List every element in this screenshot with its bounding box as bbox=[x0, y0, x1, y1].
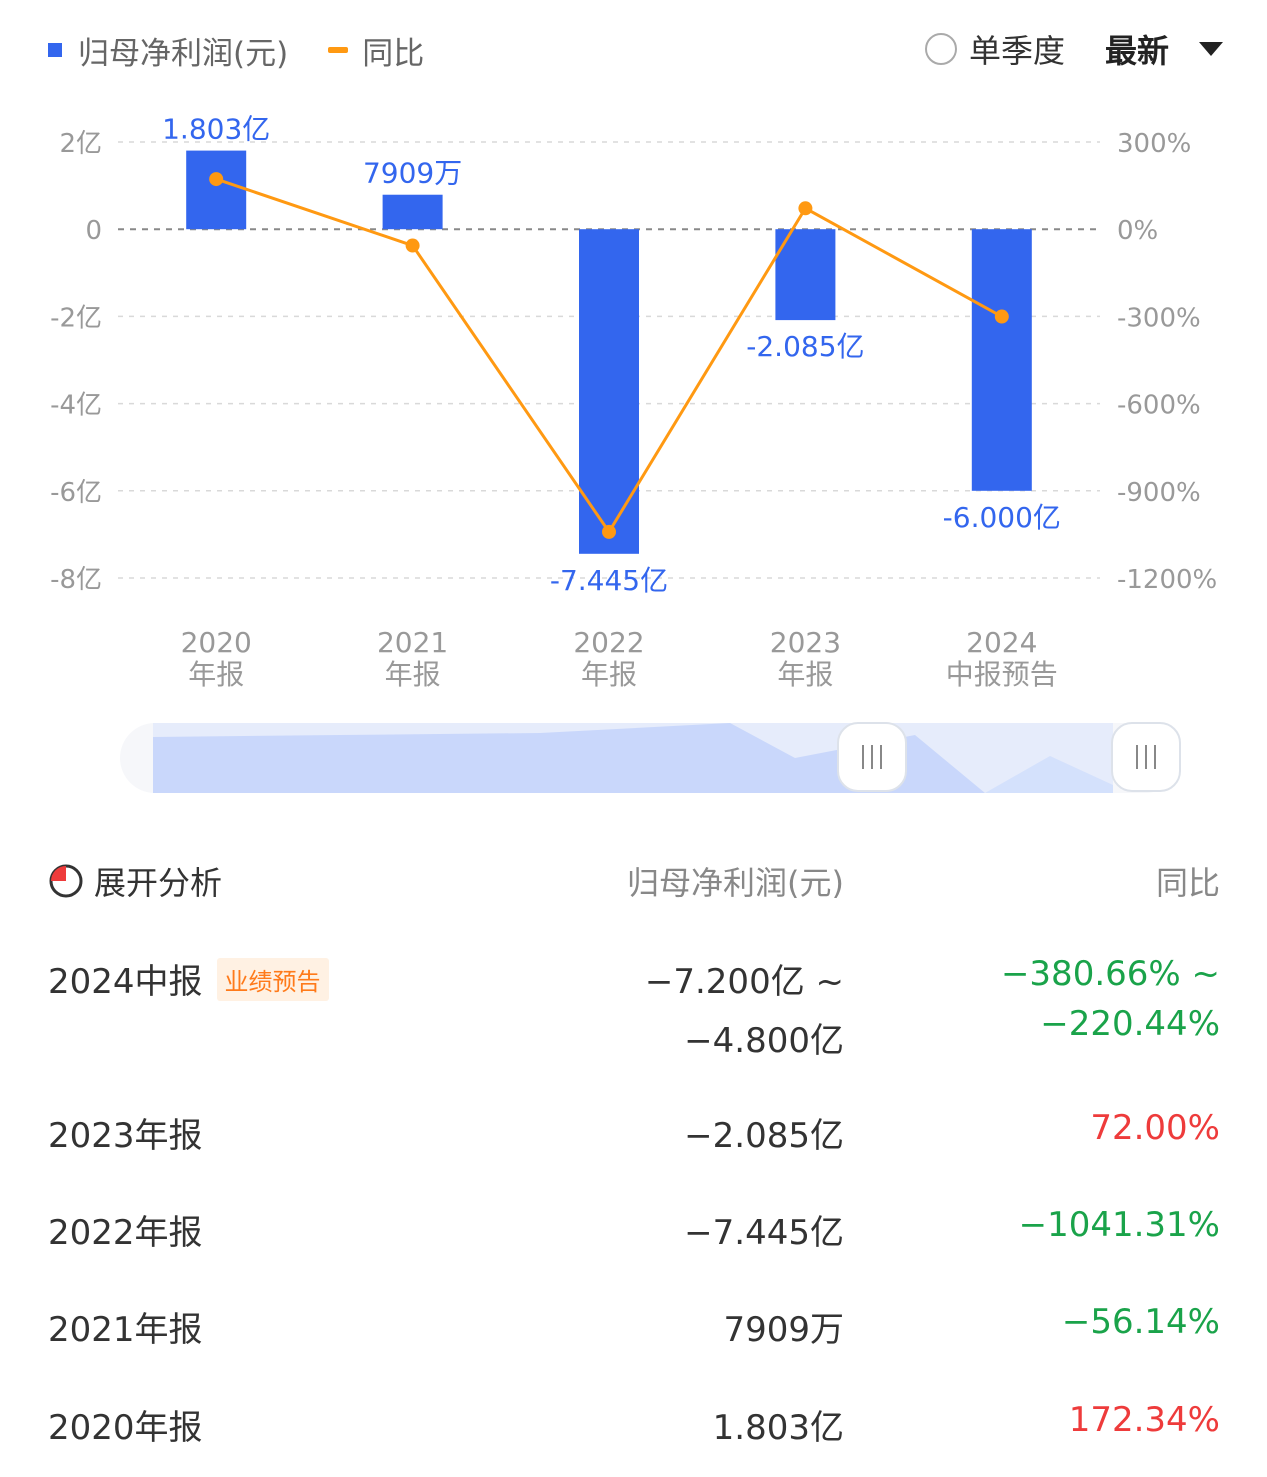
column-header-value: 归母净利润(元) bbox=[627, 864, 844, 902]
bar bbox=[579, 229, 639, 554]
row-period: 2022年报 bbox=[48, 1213, 203, 1253]
yoy-point bbox=[209, 172, 224, 187]
pie-chart-icon bbox=[49, 864, 83, 898]
row-value: −2.085亿 bbox=[684, 1116, 844, 1156]
table-header: 展开分析 归母净利润(元) 同比 bbox=[48, 850, 1220, 910]
bar-data-label: 1.803亿 bbox=[162, 113, 270, 146]
row-yoy: −380.66% ~ −220.44% bbox=[1000, 954, 1220, 1044]
x-tick-label-year: 2021 bbox=[377, 626, 448, 659]
combo-chart: 2亿 0 -2亿 -4亿 -6亿 -8亿 300% 0% -300% -600% -900% -120… bbox=[50, 113, 1217, 691]
range-slider-window bbox=[153, 723, 1113, 793]
bar bbox=[775, 229, 836, 321]
x-tick-label-type: 年报 bbox=[188, 658, 244, 691]
row-value: −7.200亿 ~ −4.800亿 bbox=[644, 962, 844, 1061]
single-quarter-radio[interactable] bbox=[924, 33, 957, 65]
legend-line-swatch bbox=[328, 47, 349, 53]
x-tick-label-type: 中报预告 bbox=[946, 658, 1058, 691]
range-slider-preview-area bbox=[153, 723, 985, 793]
y-right-tick-label: -900% bbox=[1117, 478, 1201, 508]
y-right-tick-label: -600% bbox=[1117, 391, 1201, 421]
row-value-upper: −4.800亿 bbox=[684, 1021, 844, 1061]
y-left-tick-label: -6亿 bbox=[50, 478, 102, 508]
y-right-tick-label: -1200% bbox=[1117, 565, 1217, 595]
y-left-tick-label: 2亿 bbox=[59, 129, 102, 159]
row-value: 7909万 bbox=[723, 1310, 844, 1350]
latest-dropdown[interactable]: 最新 bbox=[1104, 32, 1169, 70]
chevron-down-icon[interactable] bbox=[1199, 42, 1223, 56]
x-tick-label-year: 2023 bbox=[770, 626, 841, 659]
row-period: 2023年报 bbox=[48, 1116, 203, 1156]
x-tick-label-year: 2022 bbox=[573, 626, 644, 659]
row-yoy: 172.34% bbox=[1068, 1400, 1220, 1440]
row-yoy: 72.00% bbox=[1090, 1108, 1220, 1148]
row-period: 2020年报 bbox=[48, 1408, 203, 1448]
y-left-tick-label: -4亿 bbox=[50, 391, 102, 421]
legend-yoy: 同比 bbox=[362, 35, 425, 72]
y-left-tick-label: -2亿 bbox=[50, 303, 102, 333]
bar bbox=[971, 229, 1032, 491]
bar-data-label: -6.000亿 bbox=[943, 501, 1061, 534]
range-slider[interactable] bbox=[0, 715, 1267, 805]
x-tick-label-year: 2024 bbox=[966, 626, 1037, 659]
row-value: −7.445亿 bbox=[684, 1213, 844, 1253]
row-yoy-upper: −220.44% bbox=[1040, 1004, 1220, 1044]
legend-net-profit: 归母净利润(元) bbox=[78, 35, 289, 72]
y-left-tick-label: 0 bbox=[85, 216, 102, 246]
x-tick-label-type: 年报 bbox=[777, 658, 833, 691]
yoy-point bbox=[602, 524, 616, 539]
yoy-point bbox=[405, 238, 420, 253]
y-right-tick-label: 300% bbox=[1117, 129, 1191, 159]
yoy-point bbox=[994, 309, 1009, 324]
row-period: 2021年报 bbox=[48, 1310, 203, 1350]
row-yoy: −1041.31% bbox=[1018, 1205, 1220, 1245]
range-slider-left-handle[interactable] bbox=[837, 722, 907, 792]
row-yoy: −56.14% bbox=[1061, 1302, 1220, 1342]
bar-data-label: -2.085亿 bbox=[746, 330, 864, 363]
expand-analysis-button[interactable]: 展开分析 bbox=[48, 858, 222, 904]
single-quarter-label[interactable]: 单季度 bbox=[968, 32, 1065, 70]
row-period: 2024中报 bbox=[48, 962, 203, 1002]
y-right-tick-label: -300% bbox=[1117, 303, 1201, 333]
column-header-yoy: 同比 bbox=[1155, 864, 1220, 902]
yoy-point bbox=[798, 201, 813, 216]
y-right-tick-label: 0% bbox=[1117, 216, 1158, 246]
x-tick-label-type: 年报 bbox=[581, 658, 637, 691]
x-tick-label-year: 2020 bbox=[181, 626, 252, 659]
expand-analysis-label: 展开分析 bbox=[94, 864, 223, 902]
legend-bar-swatch bbox=[48, 43, 62, 57]
bar bbox=[382, 194, 443, 230]
range-slider-preview-area-2 bbox=[915, 735, 1113, 793]
y-left-tick-label: -8亿 bbox=[50, 565, 102, 595]
forecast-badge: 业绩预告 bbox=[216, 958, 329, 1001]
bar-data-label: -7.445亿 bbox=[550, 564, 668, 597]
row-value: 1.803亿 bbox=[712, 1408, 844, 1448]
chart-controls: 单季度 最新 bbox=[924, 24, 1223, 74]
chart-legend: 归母净利润(元) 同比 bbox=[48, 28, 424, 72]
bar bbox=[186, 150, 247, 230]
range-slider-right-handle[interactable] bbox=[1111, 722, 1181, 792]
x-tick-label-type: 年报 bbox=[385, 658, 441, 691]
bar-data-label: 7909万 bbox=[363, 157, 462, 190]
